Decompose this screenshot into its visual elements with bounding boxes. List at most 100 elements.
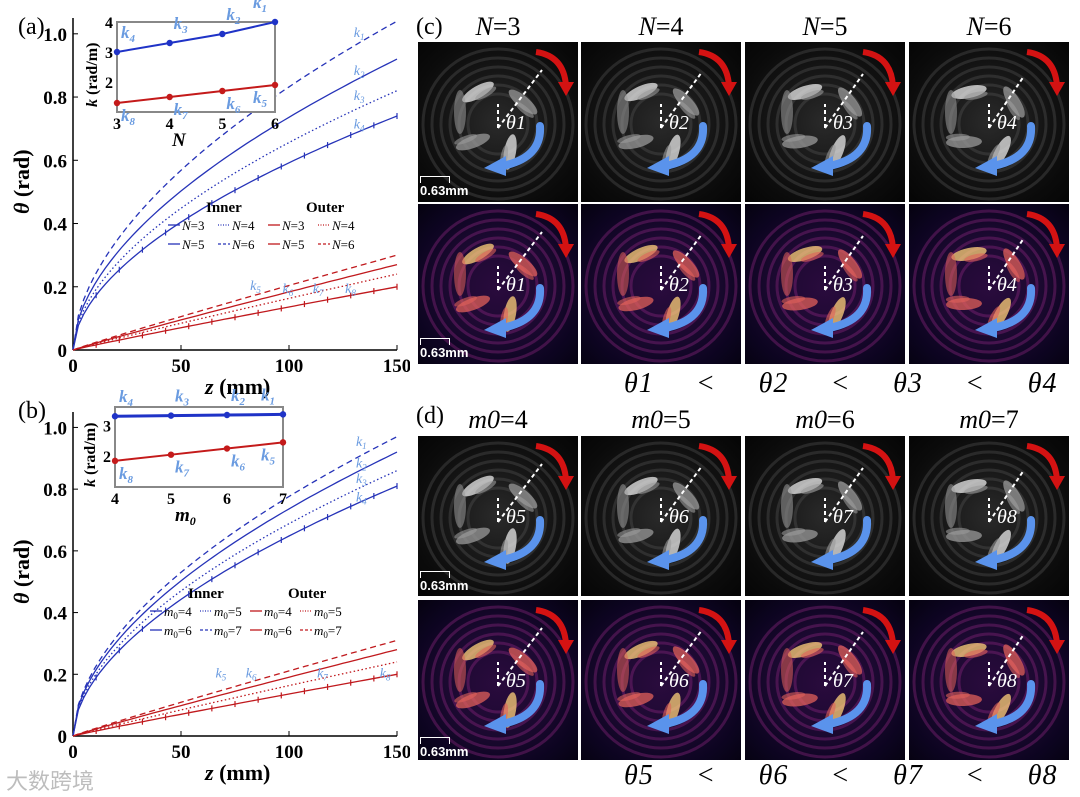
y-tick-label: 0.8 <box>43 480 67 501</box>
x-tick-label: 150 <box>383 742 410 763</box>
svg-text:θ (rad): θ (rad) <box>9 149 34 214</box>
curve-label: k1 <box>356 435 367 451</box>
legend-title-inner: Inner <box>206 200 242 216</box>
curve-label: k2 <box>356 457 367 473</box>
svg-text:k (rad/m): k (rad/m) <box>84 43 101 107</box>
inset-k-label: k1 <box>253 0 267 15</box>
inset-line-inner <box>114 412 284 418</box>
y-tick-label: 0.2 <box>43 278 67 299</box>
y-tick-label: 0 <box>58 727 68 748</box>
inset-dot <box>113 48 121 56</box>
series-line <box>72 20 398 351</box>
inset-k-label: k4 <box>119 387 134 409</box>
curve-label: k7 <box>317 666 328 682</box>
legend-entry: N=4 <box>331 218 355 233</box>
inset-x-tick: 5 <box>167 491 175 508</box>
curve-label: k5 <box>216 666 227 682</box>
svg-text:k (rad/m): k (rad/m) <box>82 423 99 487</box>
curve-label: k6 <box>283 282 294 298</box>
series-line <box>72 436 398 737</box>
inset-k-label: k6 <box>226 94 241 116</box>
svg-text:θ (rad): θ (rad) <box>9 539 34 604</box>
inset-dot <box>167 451 175 458</box>
x-axis-label: z (mm) <box>204 760 270 785</box>
inset-frame <box>116 21 276 113</box>
legend-title-inner: Inner <box>188 586 224 602</box>
inset-y-label: k (rad/m) <box>82 423 99 487</box>
angle-label: θ7 <box>833 670 853 692</box>
angle-label: θ1 <box>506 274 526 296</box>
curve-label: k2 <box>354 64 365 80</box>
inset-k-label: k8 <box>121 106 136 128</box>
x-tick-label: 100 <box>275 356 304 377</box>
title-d-4: m0=7 <box>959 405 1019 434</box>
field-image-d-exp-3: θ7 <box>745 436 905 596</box>
angle-label: θ2 <box>669 112 689 134</box>
inset-k-label: k5 <box>253 88 268 110</box>
field-image-d-sim-2: θ6 <box>581 600 741 760</box>
field-image-c-exp-4: θ4 <box>909 42 1069 202</box>
inset-dot <box>223 445 231 452</box>
y-tick-label: 0.8 <box>43 88 67 109</box>
inequality-d: θ5 < θ6 < θ7 < θ8 <box>624 760 1058 791</box>
field-image-c-sim-1: θ1 <box>418 204 578 364</box>
inequality-c: θ1 < θ2 < θ3 < θ4 <box>624 368 1058 399</box>
field-image-c-sim-4: θ4 <box>909 204 1069 364</box>
angle-label: θ2 <box>669 274 689 296</box>
curve-label: k4 <box>354 118 365 134</box>
angle-label: θ4 <box>997 274 1017 296</box>
inset-dot <box>279 411 287 418</box>
panel-label-c: (c) <box>416 14 443 40</box>
inset-dot <box>271 18 279 26</box>
curve-label: k8 <box>345 282 356 298</box>
inset-k-label: k8 <box>119 464 134 486</box>
field-image-d-sim-1: θ5 <box>418 600 578 760</box>
inset-line-outer <box>114 441 284 462</box>
angle-label: θ4 <box>997 112 1017 134</box>
curve-label: k5 <box>250 279 261 295</box>
y-tick-label: 0.4 <box>43 215 67 236</box>
curve-label: k6 <box>246 666 257 682</box>
field-image-c-exp-3: θ3 <box>745 42 905 202</box>
inset-x-tick: 4 <box>166 116 174 133</box>
inset-dot <box>113 99 121 107</box>
inset-x-tick: 3 <box>113 116 121 133</box>
inset-line-inner <box>116 21 276 53</box>
series-line <box>72 90 398 351</box>
inset-k-label: k3 <box>174 14 189 36</box>
scalebar-c-bottom: 0.63mm <box>420 338 468 360</box>
inset-x-tick: 7 <box>279 491 287 508</box>
inset-dot <box>219 30 226 38</box>
inset-frame <box>114 406 284 488</box>
inset-k-label: k7 <box>175 458 190 480</box>
title-d-3: m0=6 <box>795 405 855 434</box>
series-line <box>72 254 398 351</box>
inset-y-tick: 3 <box>105 45 113 62</box>
x-tick-label: 150 <box>383 356 410 377</box>
y-tick-label: 0.6 <box>43 542 67 563</box>
legend-title-outer: Outer <box>306 200 345 216</box>
angle-label: θ5 <box>506 506 526 528</box>
inset-y-tick: 2 <box>103 449 111 466</box>
legend-entry: N=6 <box>231 237 255 252</box>
inset-k-label: k3 <box>175 387 190 409</box>
legend-entry: N=3 <box>181 218 205 233</box>
inset-dot <box>279 439 287 446</box>
chart-b: 0 50 100 150 0 0.2 0.4 0.6 0.8 1.0 z (mm) θ (rad) k1… <box>9 385 410 785</box>
x-axis-label: z (mm) <box>204 374 270 399</box>
field-image-d-sim-3: θ7 <box>745 600 905 760</box>
inset-dot <box>167 412 175 419</box>
legend-entry: m0=6 <box>264 623 292 640</box>
title-c-1: N=3 <box>475 12 521 41</box>
field-image-d-exp-1: θ5 <box>418 436 578 596</box>
field-image-c-exp-2: θ2 <box>581 42 741 202</box>
title-d-1: m0=4 <box>468 405 528 434</box>
inset-k-label: k2 <box>226 5 241 27</box>
angle-label: θ3 <box>833 112 853 134</box>
scalebar-d-top: 0.63mm <box>420 571 468 593</box>
legend: Inner Outer m0=4 m0=4 m0=5 m0=5 m0=6 m0=6 m0=7 m0… <box>150 586 342 640</box>
y-tick-label: 0.6 <box>43 151 67 172</box>
